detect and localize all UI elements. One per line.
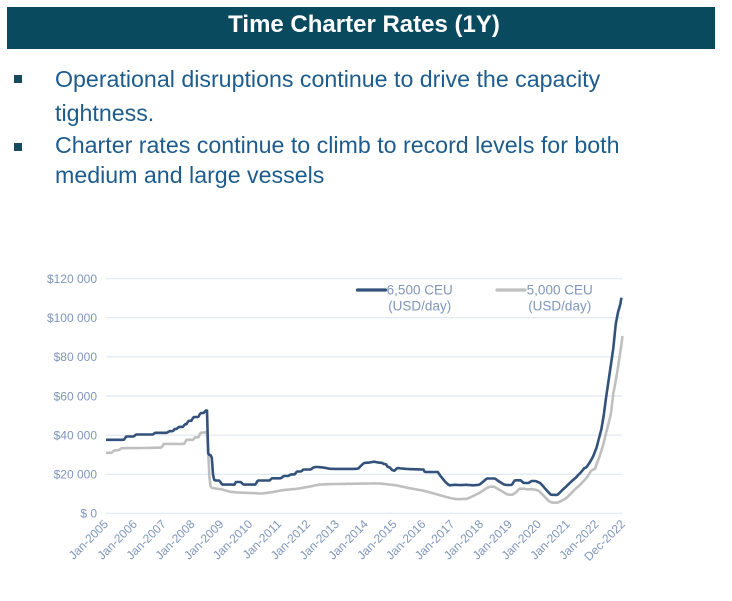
svg-text:(USD/day): (USD/day) — [388, 298, 451, 313]
svg-text:$100 000: $100 000 — [47, 311, 97, 325]
svg-text:$60 000: $60 000 — [54, 389, 98, 403]
svg-text:$ 0: $ 0 — [80, 507, 97, 521]
svg-text:$80 000: $80 000 — [54, 350, 98, 364]
svg-text:$20 000: $20 000 — [54, 468, 98, 482]
svg-text:$120 000: $120 000 — [47, 272, 97, 286]
svg-text:$40 000: $40 000 — [54, 428, 98, 442]
svg-text:(USD/day): (USD/day) — [528, 298, 591, 313]
svg-text:5,000 CEU: 5,000 CEU — [527, 282, 593, 297]
svg-text:6,500 CEU: 6,500 CEU — [387, 282, 453, 297]
